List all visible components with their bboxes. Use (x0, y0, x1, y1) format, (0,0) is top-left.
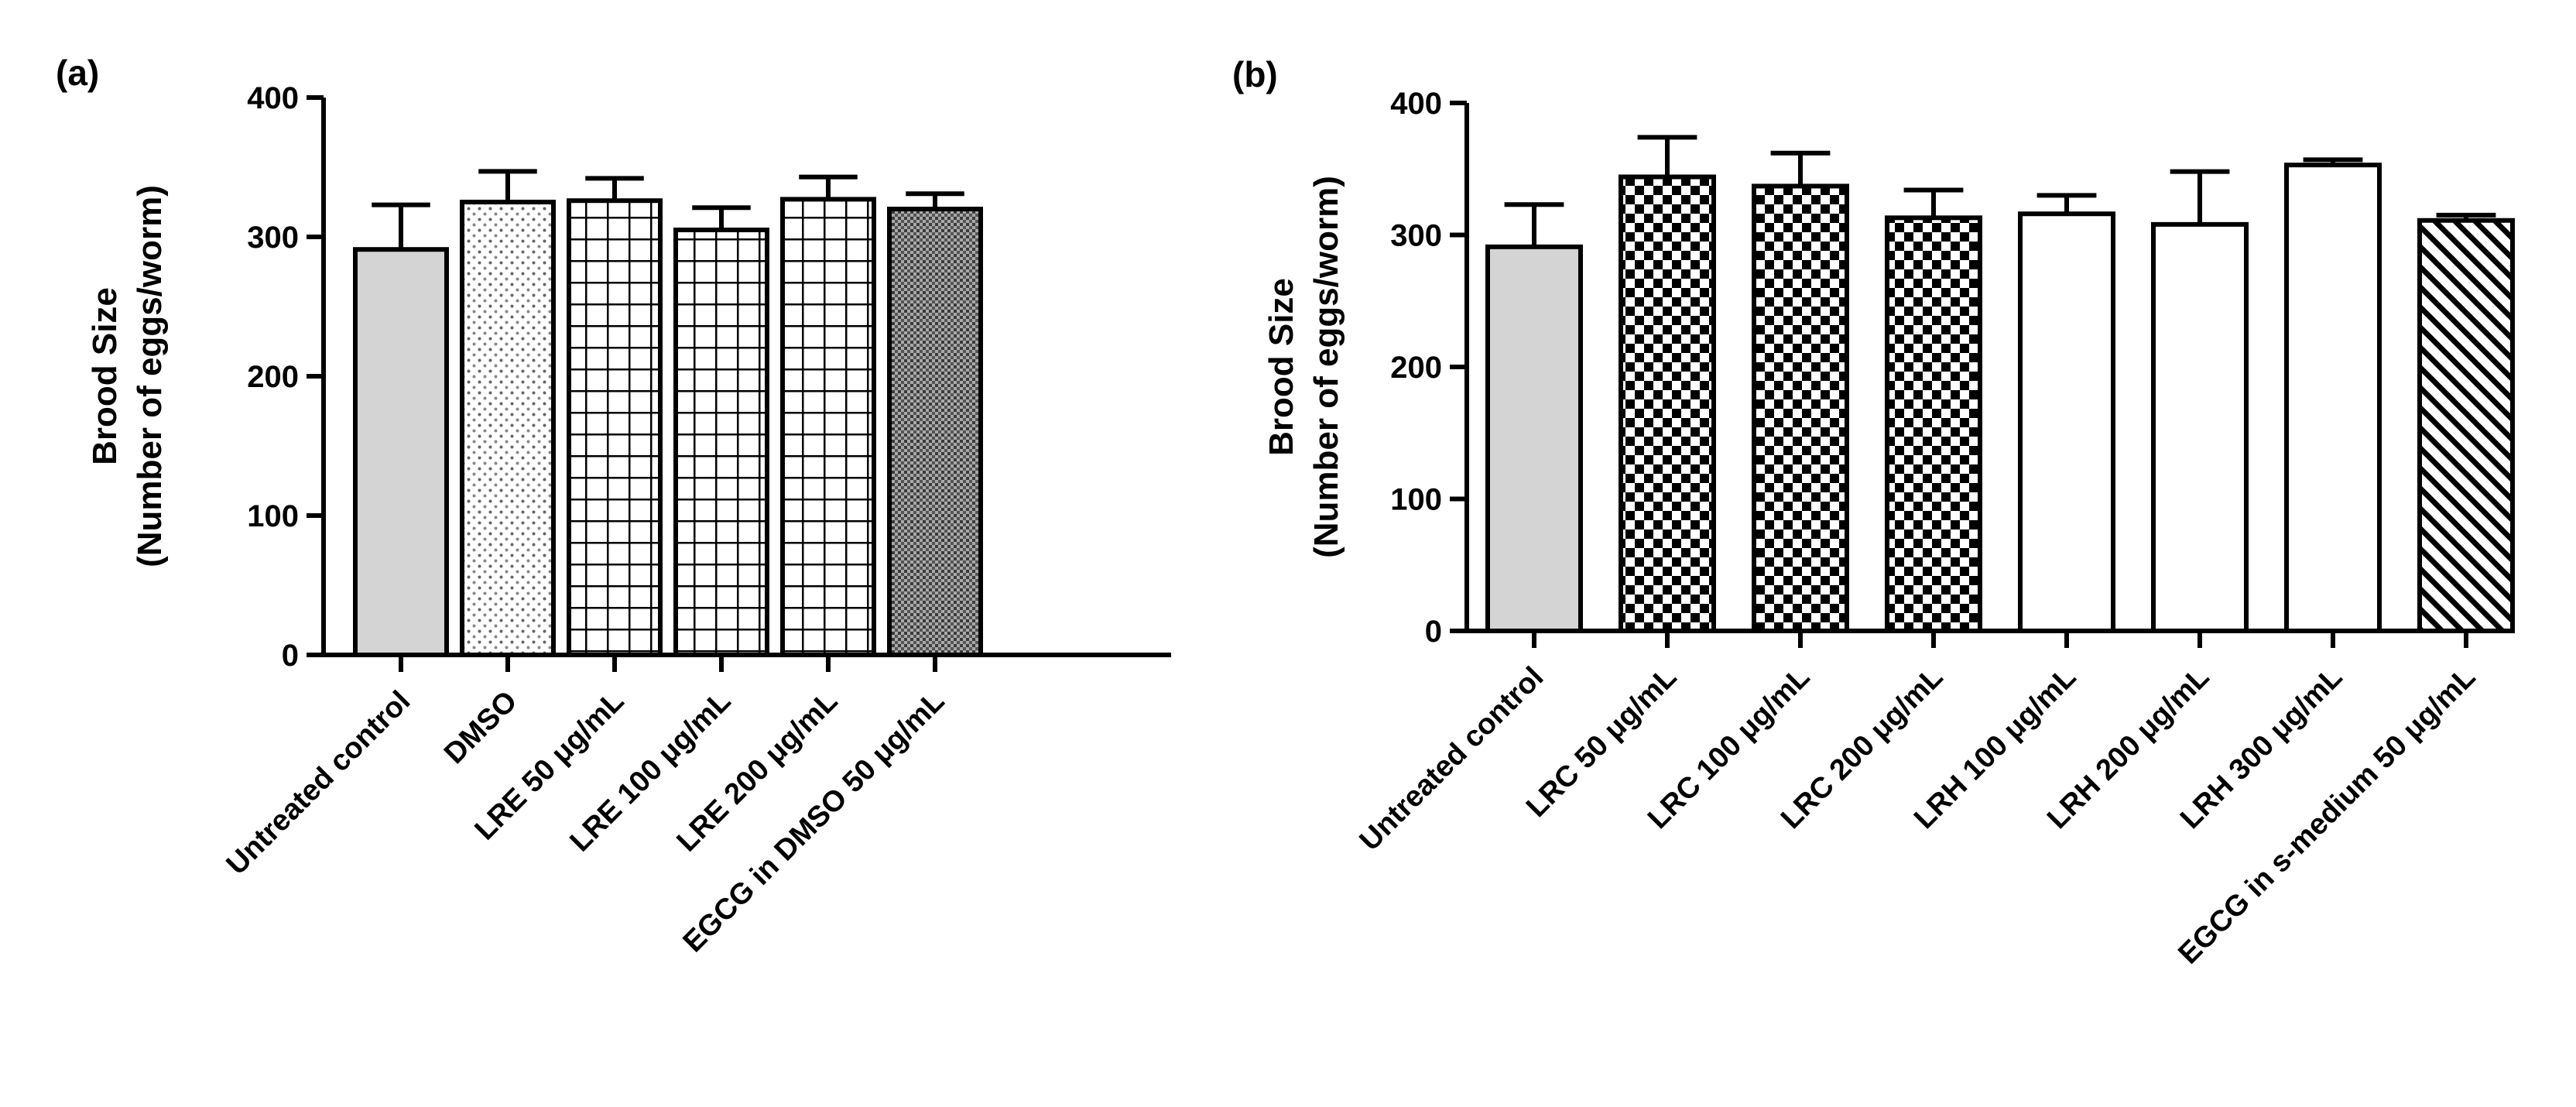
panel-label: (a) (56, 53, 99, 93)
bar (1619, 174, 1716, 634)
bar (1485, 244, 1583, 633)
bar (353, 247, 449, 657)
y-tick-label: 200 (247, 360, 299, 394)
bar (460, 200, 556, 657)
y-tick-label: 300 (1390, 219, 1442, 253)
bar (1885, 215, 1982, 633)
bar (2151, 221, 2249, 633)
y-tick-label: 0 (282, 639, 299, 673)
y-axis-title: Brood Size (Number of eggs/worm) (86, 185, 169, 567)
y-tick-label: 400 (247, 81, 299, 115)
bar (2417, 218, 2515, 633)
y-tick-label: 300 (247, 221, 299, 255)
x-category-label: Untreated control (221, 685, 417, 882)
y-tick-label: 0 (1425, 615, 1442, 649)
y-axis-title: Brood Size (Number of eggs/worm) (1262, 176, 1345, 558)
bar (2018, 211, 2115, 634)
y-tick-label: 400 (1390, 87, 1442, 121)
bar (673, 228, 769, 657)
x-category-label: Untreated control (1354, 661, 1550, 858)
x-category-label: DMSO (438, 685, 523, 770)
y-tick-label: 100 (247, 499, 299, 533)
y-axis-title-line: Brood Size (1262, 278, 1300, 456)
bar (780, 197, 876, 657)
bar (2284, 163, 2382, 633)
panel-label: (b) (1232, 54, 1278, 94)
bar (1752, 183, 1849, 634)
panel-b: (b) Brood Size (Number of eggs/worm) 0 100 20… (1232, 54, 2515, 971)
y-axis-title-line: Brood Size (86, 287, 124, 465)
y-tick-label: 200 (1390, 351, 1442, 385)
y-tick-label: 100 (1390, 483, 1442, 517)
y-axis-title-line: (Number of eggs/worm) (131, 185, 169, 567)
y-axis-title-line: (Number of eggs/worm) (1307, 176, 1345, 558)
panel-a: (a) Brood Size (Number of eggs/worm) 0 100 20… (56, 53, 1171, 958)
x-category-label: EGCG in s-medium 50 μg/mL (2172, 661, 2482, 971)
bar (887, 207, 983, 657)
bar (567, 198, 663, 657)
